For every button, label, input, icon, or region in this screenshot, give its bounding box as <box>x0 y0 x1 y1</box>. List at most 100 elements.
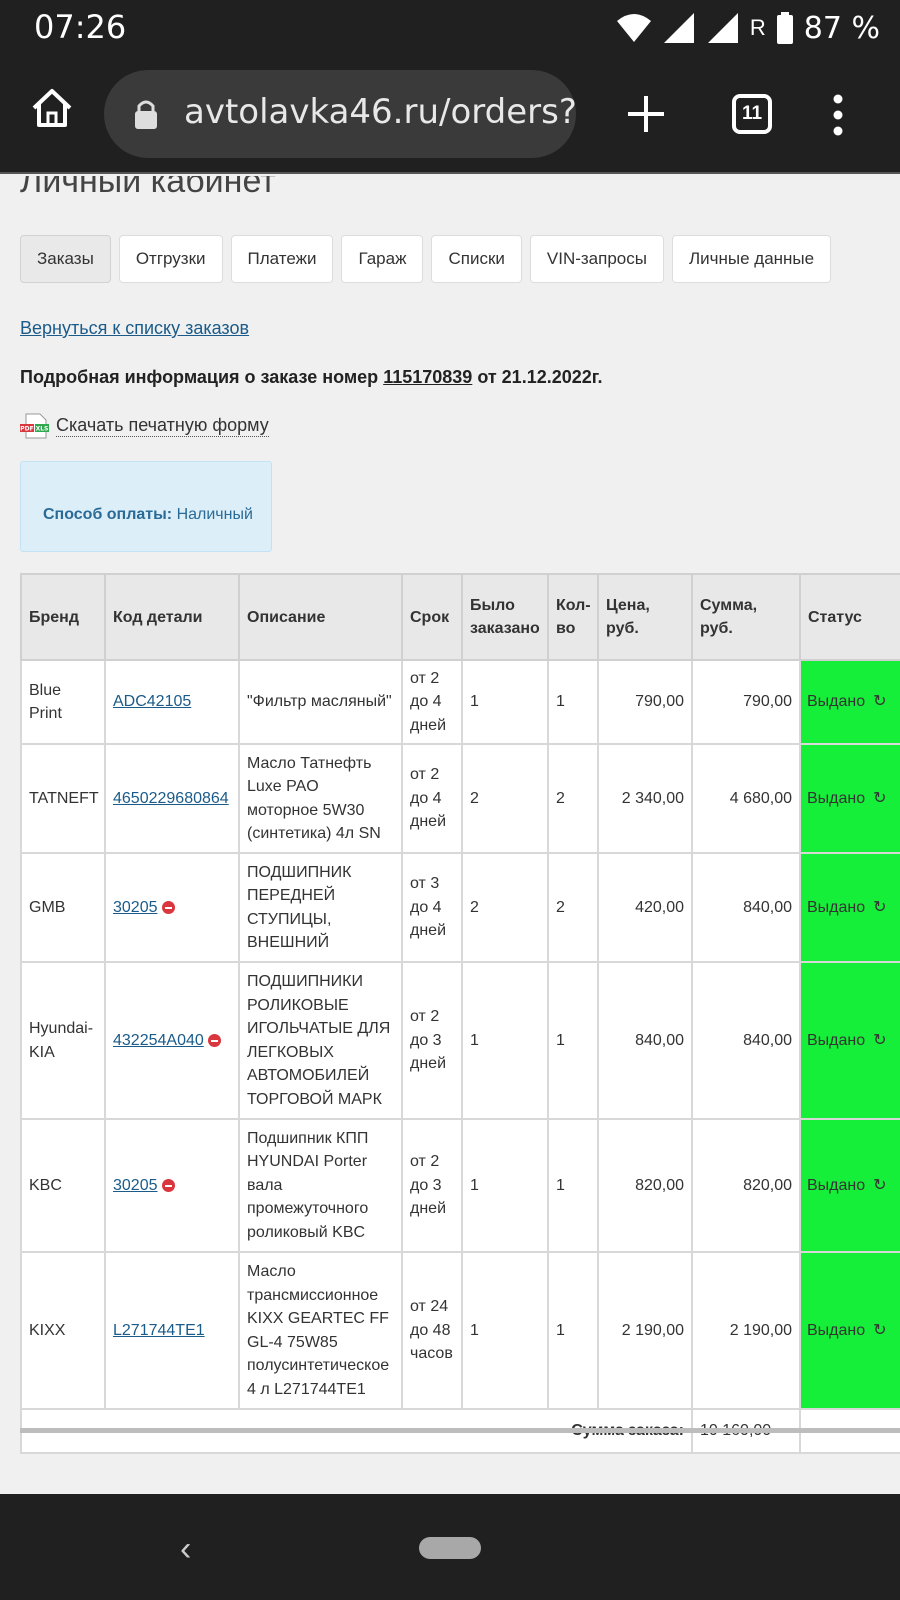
url-text: avtolavka46.ru/orders?id <box>184 92 576 132</box>
part-code-cell: 432254A040 <box>104 961 240 1120</box>
status-cell: Выдано ↻ <box>799 1251 900 1410</box>
status-cell: Выдано ↻ <box>799 659 900 745</box>
quantity-cell: 1 <box>547 961 599 1120</box>
tab-payments[interactable]: Платежи <box>230 235 334 283</box>
no-entry-icon <box>207 1034 221 1048</box>
more-vert-icon[interactable] <box>830 94 846 136</box>
term-cell: от 24 до 48 часов <box>401 1251 463 1410</box>
no-entry-icon <box>161 1179 175 1193</box>
ordered-cell: 1 <box>461 1251 549 1410</box>
price-cell: 840,00 <box>597 961 693 1120</box>
col-price: Цена, руб. <box>597 573 693 661</box>
order-total-label: Сумма заказа: <box>20 1408 693 1454</box>
tab-switcher-button[interactable]: 11 <box>732 94 772 134</box>
order-items-table: Бренд Код детали Описание Срок Было зака… <box>20 573 900 1454</box>
home-pill-icon[interactable] <box>419 1537 481 1559</box>
quantity-cell: 1 <box>547 659 599 745</box>
cabinet-tabs: Заказы Отгрузки Платежи Гараж Списки VIN… <box>20 235 839 283</box>
refresh-icon[interactable]: ↻ <box>873 898 887 916</box>
col-status: Статус <box>799 573 900 661</box>
description-cell: Масло Татнефть Luxe PAO моторное 5W30 (с… <box>238 743 403 854</box>
status-text: Выдано <box>807 1031 866 1049</box>
description-cell: ПОДШИПНИК ПЕРЕДНЕЙ СТУПИЦЫ, ВНЕШНИЙ <box>238 852 403 963</box>
tab-vin-requests[interactable]: VIN-запросы <box>529 235 664 283</box>
battery-icon <box>776 12 793 44</box>
tab-shipments[interactable]: Отгрузки <box>118 235 223 283</box>
status-text: Выдано <box>807 898 866 916</box>
status-text: Выдано <box>807 1176 866 1194</box>
description-cell: Подшипник КПП HYUNDAI Porter вала промеж… <box>238 1118 403 1253</box>
price-cell: 2 190,00 <box>597 1251 693 1410</box>
back-to-orders-link[interactable]: Вернуться к списку заказов <box>20 318 250 338</box>
price-cell: 820,00 <box>597 1118 693 1253</box>
payment-method: Способ оплаты: Наличный <box>43 506 253 524</box>
home-icon[interactable] <box>30 86 74 130</box>
part-code-cell: 4650229680864 <box>104 743 240 854</box>
system-nav-bar: ‹ <box>0 1494 900 1600</box>
status-cell: Выдано ↻ <box>799 1118 900 1253</box>
quantity-cell: 1 <box>547 1118 599 1253</box>
term-cell: от 2 до 3 дней <box>401 961 463 1120</box>
battery-percent: 87 % <box>803 10 880 46</box>
status-text: Выдано <box>807 693 866 711</box>
sum-cell: 4 680,00 <box>691 743 801 854</box>
ordered-cell: 2 <box>461 852 549 963</box>
sum-cell: 2 190,00 <box>691 1251 801 1410</box>
refresh-icon[interactable]: ↻ <box>873 1031 887 1049</box>
order-info: Подробная информация о заказе номер 1151… <box>20 367 602 388</box>
refresh-icon[interactable]: ↻ <box>873 1176 887 1194</box>
tab-orders[interactable]: Заказы <box>20 235 111 283</box>
ordered-cell: 2 <box>461 743 549 854</box>
sum-cell: 820,00 <box>691 1118 801 1253</box>
brand-cell: KIXX <box>20 1251 106 1410</box>
signal-icon <box>663 13 694 43</box>
table-header-row: Бренд Код детали Описание Срок Было зака… <box>20 573 900 661</box>
quantity-cell: 2 <box>547 743 599 854</box>
description-cell: "Фильтр масляный" <box>238 659 403 745</box>
brand-cell: Hyundai-KIA <box>20 961 106 1120</box>
status-cell: Выдано ↻ <box>799 852 900 963</box>
table-row: TATNEFT 4650229680864 Масло Татнефть Lux… <box>20 743 900 854</box>
part-code-link[interactable]: ADC42105 <box>113 693 192 711</box>
brand-cell: TATNEFT <box>20 743 106 854</box>
address-bar[interactable]: avtolavka46.ru/orders?id <box>104 70 576 158</box>
status-cell: Выдано ↻ <box>799 743 900 854</box>
price-cell: 2 340,00 <box>597 743 693 854</box>
brand-cell: Blue Print <box>20 659 106 745</box>
back-icon[interactable]: ‹ <box>180 1530 192 1568</box>
description-cell: Масло трансмиссионное KIXX GEARTEC FF GL… <box>238 1251 403 1410</box>
page-content: Личный кабинет Заказы Отгрузки Платежи Г… <box>0 176 900 1494</box>
part-code-link[interactable]: 30205 <box>113 898 158 916</box>
payment-method-value: Наличный <box>176 506 253 523</box>
tab-lists[interactable]: Списки <box>431 235 522 283</box>
col-quantity: Кол-во <box>547 573 599 661</box>
table-row: GMB 30205 ПОДШИПНИК ПЕРЕДНЕЙ СТУПИЦЫ, ВН… <box>20 852 900 963</box>
order-number-link[interactable]: 115170839 <box>383 367 473 387</box>
plus-icon[interactable] <box>624 92 668 136</box>
svg-text:PDF: PDF <box>20 426 33 433</box>
signal-icon-2 <box>707 13 738 43</box>
download-print-form-link[interactable]: Скачать печатную форму <box>56 415 269 437</box>
part-code-link[interactable]: L271744TE1 <box>113 1321 205 1339</box>
print-form-row: PDF XLS Скачать печатную форму <box>20 413 269 439</box>
quantity-cell: 1 <box>547 1251 599 1410</box>
part-code-link[interactable]: 432254A040 <box>113 1031 204 1049</box>
svg-text:XLS: XLS <box>36 426 49 433</box>
part-code-link[interactable]: 4650229680864 <box>113 789 229 807</box>
lock-icon <box>135 100 157 129</box>
pdf-xls-icon: PDF XLS <box>20 413 49 439</box>
refresh-icon[interactable]: ↻ <box>873 693 887 711</box>
payment-method-label: Способ оплаты: <box>43 506 173 523</box>
table-row: KBC 30205 Подшипник КПП HYUNDAI Porter в… <box>20 1118 900 1253</box>
price-cell: 790,00 <box>597 659 693 745</box>
browser-toolbar: avtolavka46.ru/orders?id 11 <box>0 56 900 174</box>
refresh-icon[interactable]: ↻ <box>873 789 887 807</box>
col-part-code: Код детали <box>104 573 240 661</box>
description-cell: ПОДШИПНИКИ РОЛИКОВЫЕ ИГОЛЬЧАТЫЕ ДЛЯ ЛЕГК… <box>238 961 403 1120</box>
tab-personal-data[interactable]: Личные данные <box>671 235 832 283</box>
roaming-indicator: R <box>749 15 766 40</box>
tab-garage[interactable]: Гараж <box>341 235 424 283</box>
part-code-cell: 30205 <box>104 1118 240 1253</box>
refresh-icon[interactable]: ↻ <box>873 1321 887 1339</box>
part-code-link[interactable]: 30205 <box>113 1176 158 1194</box>
